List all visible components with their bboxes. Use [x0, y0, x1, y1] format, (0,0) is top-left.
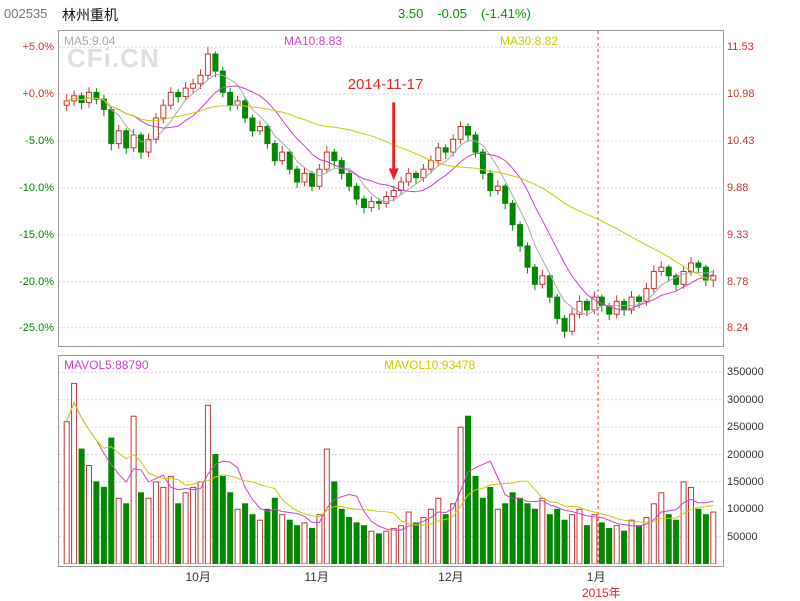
ma30-label: MA30:8.82 — [500, 34, 559, 48]
ma5-label: MA5:9.04 — [64, 34, 116, 48]
volume-axis-label: 50000 — [727, 530, 758, 543]
mavol10-label: MAVOL10:93478 — [384, 358, 476, 372]
stock-name: 林州重机 — [62, 7, 118, 23]
price-axis-label: 8.24 — [727, 321, 749, 334]
watermark: CFi.CN — [67, 43, 160, 73]
volume-axis-label: 350000 — [727, 366, 764, 379]
volume-bars-group — [63, 382, 717, 564]
year-label: 2015年 — [582, 586, 621, 600]
annotation-date: 2014-11-17 — [347, 76, 424, 94]
price-axis-label: 11.53 — [727, 41, 754, 54]
quote-price: 3.50 — [398, 6, 424, 21]
price-axis-label: 8.78 — [727, 275, 749, 288]
percent-axis-label: -20.0% — [19, 275, 54, 288]
volume-axis-label: 250000 — [727, 421, 764, 434]
percent-axis-label: -5.0% — [25, 135, 54, 148]
volume-chart[interactable] — [59, 356, 721, 564]
month-label: 12月 — [438, 570, 464, 584]
annotation-arrow-icon — [388, 102, 399, 181]
percent-axis-label: -15.0% — [19, 228, 54, 241]
ma30-line — [66, 97, 714, 282]
quote-change-pct: (-1.41%) — [480, 6, 531, 21]
stock-code: 002535 — [4, 6, 48, 21]
percent-axis-label: +0.0% — [22, 88, 55, 101]
candlestick-chart[interactable] — [59, 31, 721, 344]
quote-change: -0.05 — [437, 6, 467, 21]
month-label: 10月 — [185, 570, 211, 584]
month-label: 1月 — [586, 570, 606, 584]
month-label: 11月 — [304, 570, 329, 584]
percent-axis-label: +5.0% — [22, 41, 55, 54]
quote: 3.50 -0.05 (-1.41%) — [398, 6, 545, 21]
volume-axis-label: 150000 — [727, 475, 764, 488]
ma10-line — [66, 85, 714, 311]
mavol5-line — [66, 401, 714, 531]
volume-axis-label: 200000 — [727, 448, 764, 461]
percent-axis-label: -25.0% — [19, 321, 54, 334]
ma10-label: MA10:8.83 — [284, 34, 343, 48]
price-axis-label: 10.98 — [727, 88, 755, 101]
ma5-line — [66, 73, 714, 316]
volume-axis-label: 300000 — [727, 393, 764, 406]
price-axis-label: 9.33 — [727, 228, 749, 241]
mavol10-line — [66, 401, 714, 526]
price-axis-label: 10.43 — [727, 135, 755, 148]
price-axis-label: 9.88 — [727, 181, 749, 194]
volume-axis-label: 100000 — [727, 503, 764, 516]
volume-panel[interactable] — [58, 355, 724, 567]
price-panel[interactable]: CFi.CN 2014-11-17 — [58, 30, 724, 347]
mavol5-label: MAVOL5:88790 — [64, 358, 149, 372]
percent-axis-label: -10.0% — [19, 181, 54, 194]
